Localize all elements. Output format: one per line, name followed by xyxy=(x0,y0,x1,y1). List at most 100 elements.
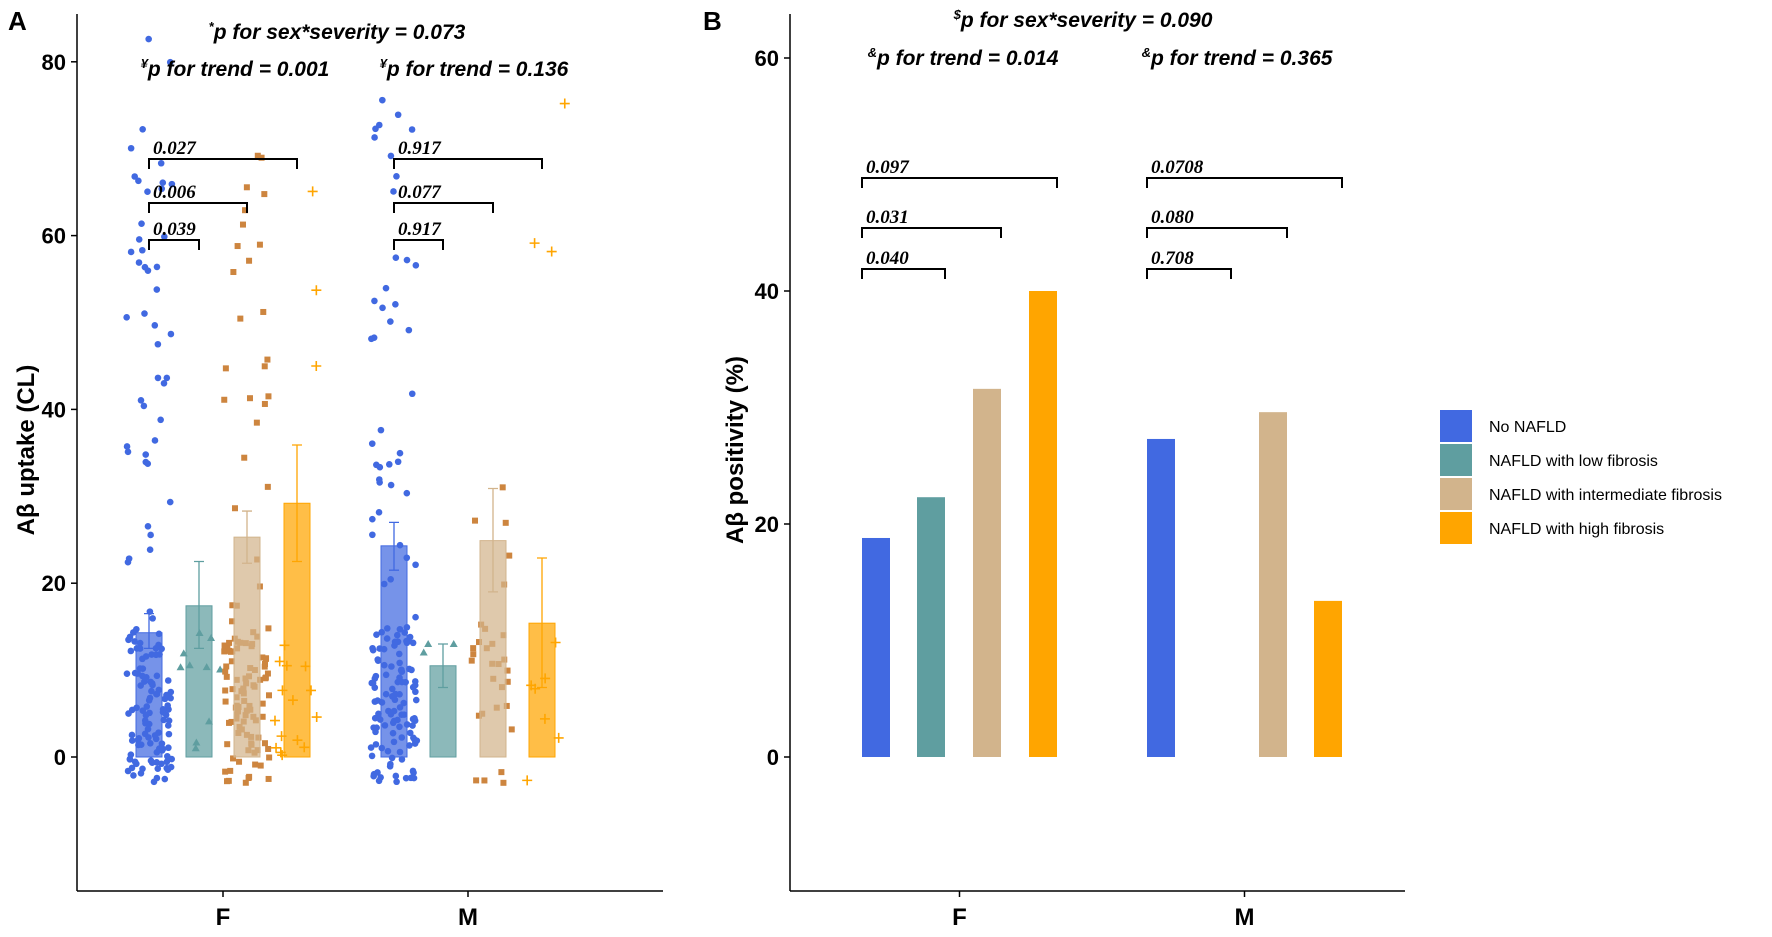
panel-a-point xyxy=(229,618,236,625)
panel-a-point xyxy=(245,775,252,782)
panel-a-point xyxy=(139,765,146,773)
panel-a-point xyxy=(230,755,237,762)
panel-a-point xyxy=(265,393,272,400)
panel-a-point xyxy=(253,419,260,426)
panel-a-point xyxy=(396,449,404,457)
panel-a-point xyxy=(470,651,477,658)
panel-a-point xyxy=(311,285,322,296)
panel-a-point xyxy=(274,656,285,667)
panel-a-x-tick-label: M xyxy=(458,904,478,931)
panel-a-error-bar xyxy=(488,487,498,593)
panel-a-point xyxy=(147,757,155,765)
panel-a-point xyxy=(224,741,231,748)
panel-a-trend-p-m: ¥p for trend = 0.136 xyxy=(380,56,569,81)
panel-a-letter: A xyxy=(8,6,27,36)
panel-a-point xyxy=(371,714,379,722)
panel-a-point xyxy=(154,374,162,382)
panel-b-comparison-label: 0.0708 xyxy=(1151,157,1204,178)
panel-a-error-bar xyxy=(242,510,252,564)
panel-a-point xyxy=(237,315,244,322)
panel-a-point xyxy=(271,742,282,753)
panel-a-point xyxy=(402,774,410,782)
panel-a-point xyxy=(410,769,417,776)
panel-a-point xyxy=(157,416,164,424)
panel-a-point xyxy=(502,519,509,526)
panel-a-point xyxy=(234,243,241,250)
panel-a-point xyxy=(263,655,270,662)
panel-a-point xyxy=(259,713,266,720)
panel-a-point xyxy=(369,646,377,654)
panel-a-point xyxy=(224,778,231,785)
panel-a-point xyxy=(473,777,480,784)
panel-a-point xyxy=(226,639,233,646)
panel-a-y-tick-label: 40 xyxy=(42,397,66,422)
panel-a-point xyxy=(242,779,249,786)
panel-a-point xyxy=(167,763,175,771)
panel-a-error-bar xyxy=(194,560,204,650)
panel-a-point xyxy=(221,642,228,649)
panel-a-point xyxy=(265,625,272,632)
panel-b-bar xyxy=(1029,291,1057,757)
panel-a-point xyxy=(403,256,411,264)
panel-a-point xyxy=(223,663,230,670)
panel-a-point xyxy=(127,751,135,758)
panel-a-y-tick-label: 80 xyxy=(42,50,66,75)
panel-a: A Aβ uptake (CL) 0 20 40 60 80 F M *p for sex*… xyxy=(8,6,663,931)
panel-a-point xyxy=(222,668,229,675)
panel-a-point xyxy=(374,656,382,663)
panel-a-point xyxy=(166,58,174,66)
panel-a-y-tick-label: 0 xyxy=(54,745,66,770)
panel-b-comparison-line xyxy=(1146,227,1288,238)
panel-a-comparison-label: 0.917 xyxy=(398,219,442,240)
panel-a-point xyxy=(145,35,152,43)
panel-b-comparison-label: 0.040 xyxy=(866,248,909,269)
panel-a-point xyxy=(406,742,413,749)
legend-label: No NAFLD xyxy=(1489,419,1566,436)
panel-a-point xyxy=(222,768,229,775)
panel-a-point xyxy=(410,774,418,782)
panel-a-point xyxy=(165,717,173,724)
panel-b-comparison-line xyxy=(1146,268,1232,279)
panel-a-point xyxy=(239,221,246,228)
panel-b-y-tick-label: 0 xyxy=(767,745,779,770)
panel-a-point xyxy=(394,458,402,466)
panel-a-point xyxy=(142,451,150,458)
panel-a-comparison-label: 0.027 xyxy=(153,138,197,159)
panel-a-point xyxy=(128,706,136,714)
panel-b-y-title: Aβ positivity (%) xyxy=(722,356,749,544)
panel-a-point xyxy=(151,322,159,329)
panel-a-point xyxy=(157,159,165,167)
panel-a-point xyxy=(130,772,137,779)
panel-a-point xyxy=(140,402,148,410)
panel-a-point xyxy=(163,374,171,382)
panel-a-point xyxy=(163,758,171,766)
panel-a-bar xyxy=(135,632,163,758)
panel-a-point xyxy=(390,188,397,195)
panel-a-point xyxy=(139,125,146,133)
panel-a-comparison-line xyxy=(148,239,200,250)
panel-a-point xyxy=(144,460,152,468)
panel-a-bar xyxy=(380,545,408,758)
panel-a-point xyxy=(125,555,133,562)
panel-a-point xyxy=(261,740,268,747)
panel-a-point xyxy=(392,772,400,780)
panel-a-point xyxy=(371,134,378,141)
panel-a-point xyxy=(372,672,380,680)
panel-b-bar xyxy=(1147,438,1175,757)
panel-a-point xyxy=(419,648,428,656)
panel-b-trend-p-m: &p for trend = 0.365 xyxy=(1142,45,1333,70)
panel-a-point xyxy=(259,700,266,707)
panel-a-x-tick-label: F xyxy=(216,904,231,931)
panel-a-point xyxy=(412,696,420,704)
panel-a-point xyxy=(311,712,322,723)
panel-a-point xyxy=(398,756,406,763)
panel-a-point xyxy=(246,395,253,402)
panel-a-point xyxy=(131,173,138,180)
panel-a-point xyxy=(559,98,570,109)
panel-b-y-tick-label: 20 xyxy=(755,512,779,537)
panel-a-point xyxy=(246,257,253,264)
panel-a-point xyxy=(164,702,171,709)
panel-a-error-bar xyxy=(144,612,154,650)
panel-a-point xyxy=(256,241,263,248)
panel-a-point xyxy=(386,763,394,770)
